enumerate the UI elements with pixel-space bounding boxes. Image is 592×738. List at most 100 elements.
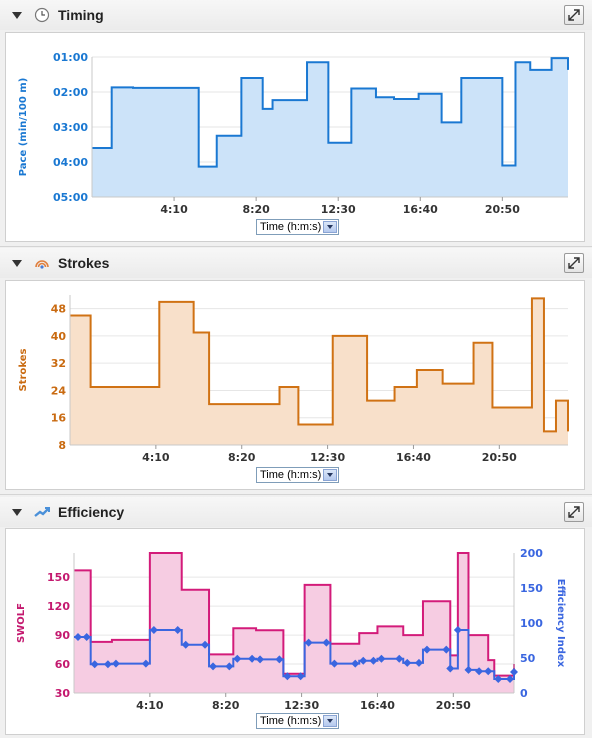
efficiency-point: [395, 654, 404, 663]
strokes-icon: [35, 260, 49, 269]
y-tick-label: 90: [55, 629, 71, 642]
y-tick-label: 60: [55, 658, 71, 671]
y-tick-label: 120: [47, 600, 70, 613]
y2-tick-label: 100: [520, 617, 543, 630]
x-tick-label: 20:50: [436, 699, 471, 712]
time-unit-select[interactable]: Time (h:m:s): [256, 219, 339, 235]
y-tick-label: 02:00: [53, 86, 88, 99]
efficiency-point: [359, 656, 368, 665]
efficiency-point: [141, 659, 150, 668]
time-unit-select-value: Time (h:m:s): [260, 469, 322, 481]
x-tick-label: 12:30: [284, 699, 319, 712]
x-tick-label: 12:30: [321, 203, 356, 216]
efficiency-point: [181, 640, 190, 649]
expand-icon[interactable]: [564, 5, 584, 25]
y2-tick-label: 50: [520, 652, 536, 665]
efficiency-icon: [34, 507, 50, 517]
efficiency-point: [201, 640, 210, 649]
efficiency-point: [90, 660, 99, 669]
y-tick-label: 04:00: [53, 156, 88, 169]
strokes-panel-header[interactable]: Strokes: [0, 248, 592, 278]
timing-panel-body: 01:00 02:00 03:00 04:00 05:00 Pace (min/100 m…: [5, 32, 585, 242]
timing-panel-title: Timing: [58, 7, 104, 23]
y-axis-label: SWOLF: [16, 603, 27, 643]
time-unit-select-value: Time (h:m:s): [260, 221, 322, 233]
expand-icon[interactable]: [564, 253, 584, 273]
efficiency-chart: 30 60 90 120 150 SWOLF 4:10 8:20 12:30 16:40 20:50…: [16, 547, 566, 712]
time-unit-select[interactable]: Time (h:m:s): [256, 713, 339, 729]
x-tick-label: 12:30: [310, 451, 345, 464]
efficiency-point: [422, 645, 431, 654]
y-tick-label: 48: [51, 303, 66, 316]
efficiency-point: [225, 662, 234, 671]
y-tick-label: 30: [55, 687, 71, 700]
y2-tick-label: 150: [520, 582, 543, 595]
efficiency-point: [256, 655, 265, 664]
efficiency-point: [304, 638, 313, 647]
efficiency-point: [173, 626, 182, 634]
efficiency-point: [209, 662, 218, 671]
efficiency-point: [506, 675, 514, 683]
efficiency-point: [233, 654, 242, 663]
series-area: [70, 298, 568, 445]
efficiency-point: [275, 655, 284, 664]
efficiency-point: [475, 667, 484, 676]
panel-divider: [0, 494, 592, 495]
strokes-chart: 8 16 24 32 40 48 Strokes 4:10 8:20 12:30 16:40 20:5…: [18, 295, 569, 464]
panel-divider: [0, 246, 592, 247]
clock-icon: [34, 7, 50, 23]
efficiency-point: [377, 654, 386, 663]
x-tick-label: 16:40: [360, 699, 395, 712]
y-axis-label: Strokes: [18, 349, 29, 392]
collapse-triangle-icon[interactable]: [12, 260, 22, 267]
dropdown-arrow-icon[interactable]: [323, 715, 337, 727]
dropdown-arrow-icon[interactable]: [323, 221, 337, 233]
x-tick-label: 16:40: [403, 203, 438, 216]
y-tick-label: 8: [58, 439, 66, 452]
time-unit-select-value: Time (h:m:s): [260, 715, 322, 727]
x-tick-label: 8:20: [212, 699, 240, 712]
pace-chart: 01:00 02:00 03:00 04:00 05:00 Pace (min/100 m…: [18, 51, 569, 216]
efficiency-point: [111, 659, 120, 668]
collapse-triangle-icon[interactable]: [12, 509, 22, 516]
efficiency-point: [494, 675, 503, 683]
series-line: [70, 297, 569, 433]
x-tick-label: 4:10: [160, 203, 188, 216]
x-tick-label: 4:10: [136, 699, 164, 712]
efficiency-point: [484, 667, 493, 676]
efficiency-point: [403, 658, 412, 667]
y2-tick-label: 200: [520, 547, 543, 560]
y2-tick-label: 0: [520, 687, 528, 700]
efficiency-point: [351, 659, 360, 668]
efficiency-point: [74, 633, 82, 641]
y-tick-label: 16: [51, 412, 67, 425]
efficiency-point: [330, 659, 339, 668]
time-unit-select[interactable]: Time (h:m:s): [256, 467, 339, 483]
efficiency-point: [414, 658, 423, 667]
x-tick-label: 8:20: [242, 203, 270, 216]
x-tick-label: 20:50: [485, 203, 520, 216]
dropdown-arrow-icon[interactable]: [323, 469, 337, 481]
expand-icon[interactable]: [564, 502, 584, 522]
efficiency-point: [369, 656, 378, 665]
efficiency-point: [446, 664, 455, 673]
efficiency-panel-header[interactable]: Efficiency: [0, 497, 592, 527]
efficiency-panel-title: Efficiency: [58, 504, 125, 520]
efficiency-point: [464, 665, 473, 674]
collapse-triangle-icon[interactable]: [12, 12, 22, 19]
y-tick-label: 40: [51, 330, 67, 343]
strokes-panel-body: 8 16 24 32 40 48 Strokes 4:10 8:20 12:30 16:40 20:5…: [5, 280, 585, 490]
strokes-panel-title: Strokes: [58, 255, 110, 271]
efficiency-point: [296, 672, 305, 681]
efficiency-point: [453, 626, 462, 634]
y-tick-label: 01:00: [53, 51, 88, 64]
y-tick-label: 24: [51, 384, 67, 397]
timing-panel-header[interactable]: Timing: [0, 0, 592, 30]
y-tick-label: 150: [47, 571, 70, 584]
x-tick-label: 20:50: [482, 451, 517, 464]
y-tick-label: 32: [51, 357, 66, 370]
efficiency-point: [149, 626, 158, 634]
x-tick-label: 16:40: [396, 451, 431, 464]
series-line: [92, 57, 569, 168]
x-tick-label: 8:20: [228, 451, 256, 464]
